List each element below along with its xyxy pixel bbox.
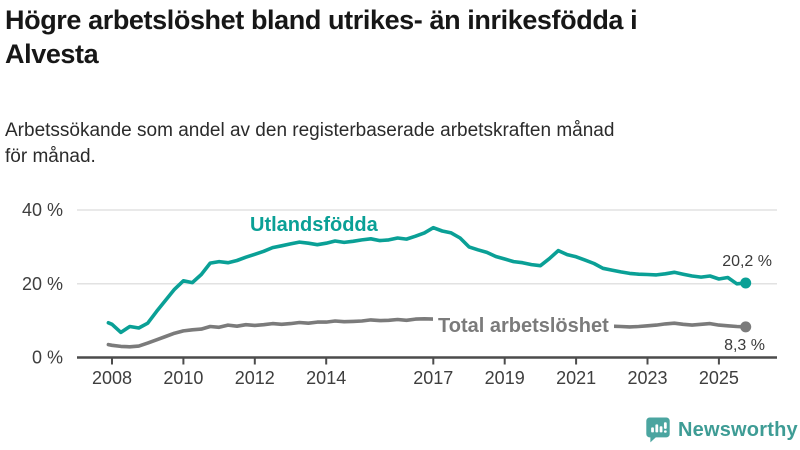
newsworthy-logo-icon [645,416,671,444]
x-tick-label-2021: 2021 [556,368,596,388]
series-line-1 [106,316,748,349]
series-label-total-arbetsloshet: Total arbetslöshet [433,313,614,340]
y-tick-label-0: 0 % [32,348,63,368]
newsworthy-logo-text: Newsworthy [678,418,798,441]
y-tick-label-40: 40 % [22,200,63,220]
series-label-utlandsfodda: Utlandsfödda [250,214,378,236]
series-line-0 [106,225,748,335]
x-tick-label-2025: 2025 [699,368,739,388]
page-subtitle: Arbetssökande som andel av den registerb… [5,120,615,168]
x-tick-label-2014: 2014 [306,368,346,388]
series-end-dot-1 [740,321,752,333]
end-value-label-total: 8,3 % [724,337,765,354]
end-value-label-utlandsfodda: 20,2 % [722,253,772,270]
y-tick-label-20: 20 % [22,274,63,294]
newsworthy-logo[interactable]: Newsworthy [645,416,798,444]
x-tick-label-2023: 2023 [627,368,667,388]
x-tick-label-2010: 2010 [163,368,203,388]
x-tick-label-2017: 2017 [413,368,453,388]
x-tick-label-2008: 2008 [92,368,132,388]
x-tick-label-2012: 2012 [235,368,275,388]
page-title: Högre arbetslöshet bland utrikes- än inr… [5,5,638,69]
x-tick-label-2019: 2019 [485,368,525,388]
series-end-dot-0 [740,277,752,289]
